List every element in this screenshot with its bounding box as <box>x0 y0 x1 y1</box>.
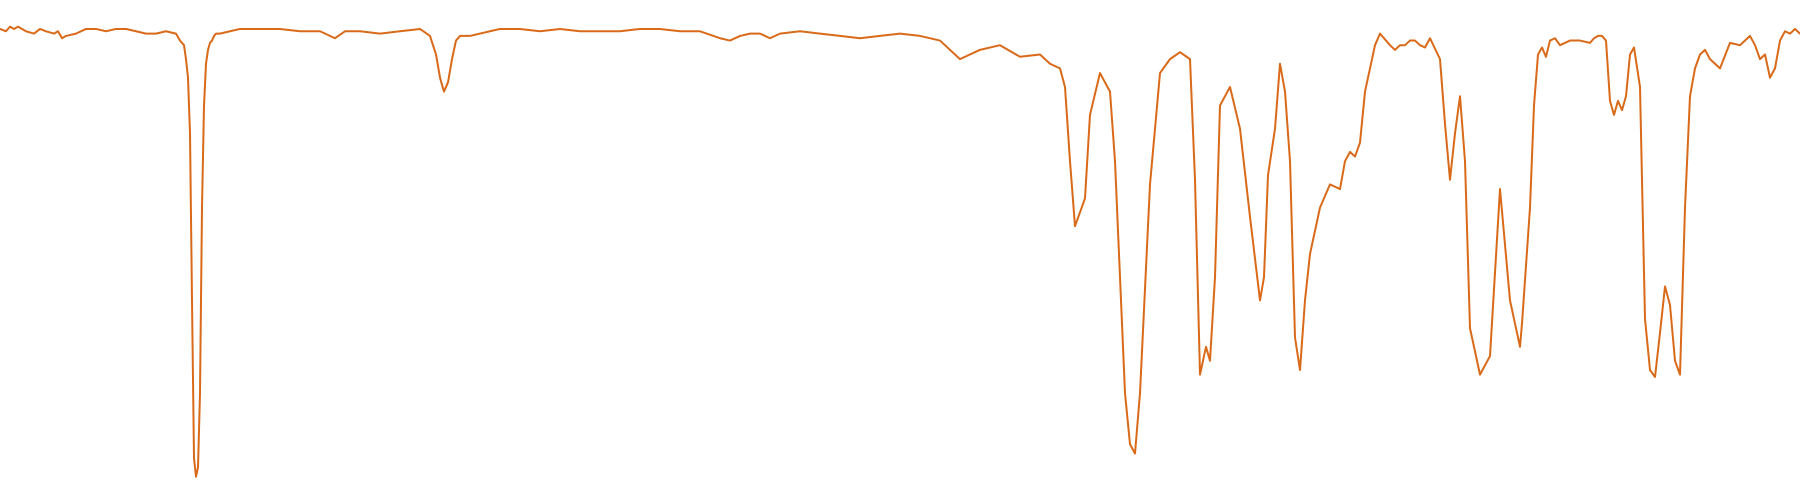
series-line-0 <box>0 25 1800 478</box>
series-layer <box>0 25 1800 478</box>
